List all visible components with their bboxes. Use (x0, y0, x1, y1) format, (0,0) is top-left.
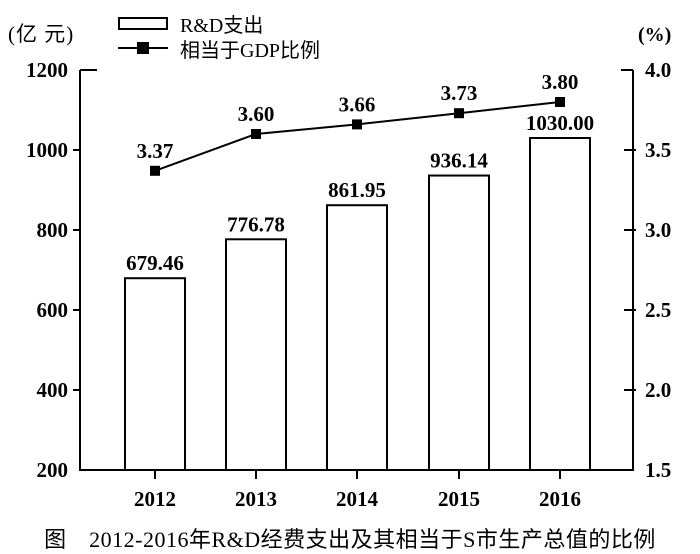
bar-value-label-2016: 1030.00 (526, 111, 594, 135)
bar-2015 (428, 174, 490, 471)
figure-caption: 图 2012-2016年R&D经费支出及其相当于S市生产总值的比例 (44, 527, 656, 552)
x-axis-tick-label-2016: 2016 (539, 487, 581, 511)
left-axis-tick-label: 600 (37, 298, 69, 322)
right-axis-unit-label: (%) (638, 24, 672, 46)
legend-item-gdp-ratio: 相当于GDP比例 (118, 37, 320, 62)
bar-2016 (529, 137, 591, 471)
line-value-label-2014: 3.66 (339, 92, 376, 116)
x-axis-tick-label-2015: 2015 (438, 487, 480, 511)
right-axis-tick-label: 2.5 (645, 298, 671, 322)
bar-2014 (326, 204, 388, 471)
bar-swatch-icon (118, 16, 168, 30)
bar-outline-icon (118, 16, 168, 30)
line-value-label-2015: 3.73 (441, 81, 478, 105)
x-axis-tick-label-2014: 2014 (336, 487, 379, 511)
bar-value-label-2013: 776.78 (227, 212, 285, 236)
bar-2012 (124, 277, 186, 471)
line-marker-2015 (454, 108, 464, 119)
line-value-label-2016: 3.80 (542, 70, 579, 94)
line-marker-2012 (150, 165, 160, 176)
left-axis-tick-label: 1200 (26, 58, 68, 82)
x-axis-tick-label-2013: 2013 (235, 487, 277, 511)
line-marker-2014 (352, 119, 362, 130)
line-value-label-2013: 3.60 (238, 102, 275, 126)
left-axis-tick-label: 200 (37, 458, 69, 482)
left-axis-tick-label: 1000 (26, 138, 68, 162)
right-axis-tick-label: 1.5 (645, 458, 671, 482)
legend-item-rd-expenditure: R&D支出 (118, 12, 320, 37)
right-axis-tick-label: 4.0 (645, 58, 671, 82)
line-value-label-2012: 3.37 (137, 139, 174, 163)
legend-label-gdp-ratio: 相当于GDP比例 (180, 39, 321, 62)
bar-value-label-2015: 936.14 (430, 149, 488, 173)
left-axis-tick-label: 800 (37, 218, 69, 242)
line-marker-2013 (251, 129, 261, 139)
bar-value-label-2012: 679.46 (126, 251, 184, 275)
right-axis-tick-label: 3.0 (645, 218, 671, 242)
line-swatch-icon (118, 42, 168, 54)
bar-2013 (225, 238, 287, 471)
right-axis-tick-label: 3.5 (645, 138, 671, 162)
line-square-marker-icon (118, 42, 168, 54)
legend: R&D支出 相当于GDP比例 (118, 12, 320, 62)
x-axis-tick-label-2012: 2012 (134, 487, 176, 511)
left-axis-tick-label: 400 (37, 378, 69, 402)
line-marker-2016 (555, 97, 565, 107)
right-axis-tick-label: 2.0 (645, 378, 671, 402)
bar-value-label-2014: 861.95 (328, 178, 386, 202)
left-axis-unit-label: (亿 元) (8, 22, 75, 46)
legend-label-rd-expenditure: R&D支出 (180, 14, 264, 37)
